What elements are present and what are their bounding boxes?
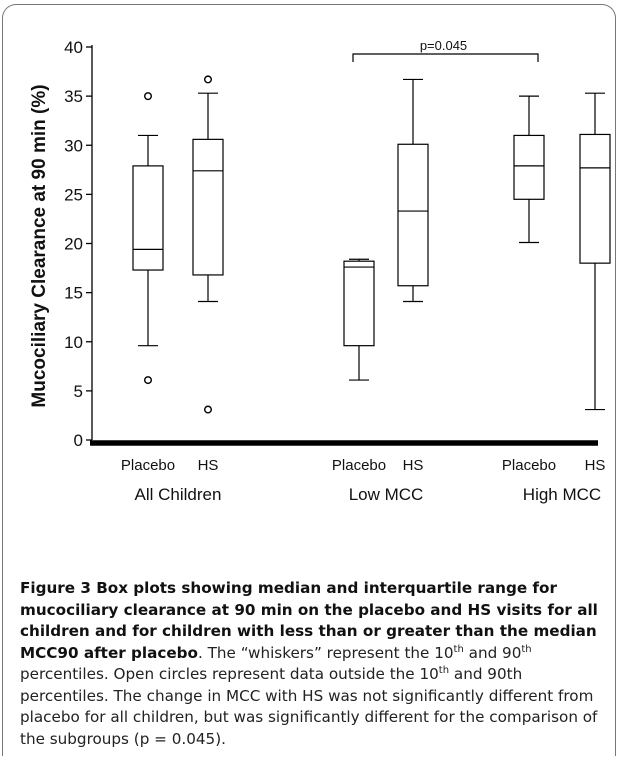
box-iqr	[513, 134, 545, 200]
category-label: HS	[403, 457, 424, 474]
caption-body-4: and 90th percentiles. The change in MCC …	[20, 665, 598, 748]
caption-sup-2: th	[521, 643, 532, 655]
group-label: Low MCC	[349, 485, 424, 504]
caption-title: Figure 3 Box plots showing median and in…	[20, 579, 598, 662]
caption-sup-3: th	[438, 664, 450, 676]
y-tick-label: 30	[64, 136, 83, 155]
box-iqr	[343, 260, 375, 347]
y-tick-label: 25	[64, 185, 83, 204]
caption-body-3: percentiles. Open circles represent data…	[20, 665, 439, 683]
significance-label: p=0.045	[420, 38, 467, 53]
figure-caption: Figure 3 Box plots showing median and in…	[20, 578, 608, 750]
outlier-point	[203, 405, 212, 414]
caption-body-1: . The “whiskers” represent the 10	[197, 643, 454, 662]
y-tick-label: 0	[74, 431, 83, 450]
group-label: High MCC	[523, 485, 601, 504]
category-label: Placebo	[332, 457, 386, 474]
y-tick-label: 35	[64, 87, 83, 106]
y-tick-label: 20	[64, 235, 83, 254]
significance-bracket	[352, 53, 539, 62]
caption-sup-1: th	[453, 643, 464, 655]
box-iqr	[192, 138, 224, 276]
y-tick-label: 40	[64, 38, 83, 57]
caption-body-2: and 90	[463, 643, 522, 662]
box-iqr	[397, 143, 429, 287]
figure-frame	[2, 4, 616, 756]
y-tick-label: 15	[64, 284, 83, 303]
category-label: HS	[585, 457, 606, 474]
box-plot-chart: Mucociliary Clearance at 90 min (%) 0 5 10…	[29, 38, 611, 504]
outlier-point	[203, 75, 212, 84]
group-label: All Children	[135, 485, 222, 504]
category-label: HS	[198, 457, 219, 474]
box-iqr	[579, 133, 611, 264]
y-axis-label: Mucociliary Clearance at 90 min (%)	[29, 84, 50, 407]
box-iqr	[132, 165, 164, 271]
outlier-point	[143, 376, 152, 385]
y-tick-label: 10	[64, 333, 83, 352]
outlier-point	[143, 92, 152, 101]
y-tick-label: 5	[74, 382, 83, 401]
category-label: Placebo	[121, 457, 175, 474]
category-label: Placebo	[502, 457, 556, 474]
